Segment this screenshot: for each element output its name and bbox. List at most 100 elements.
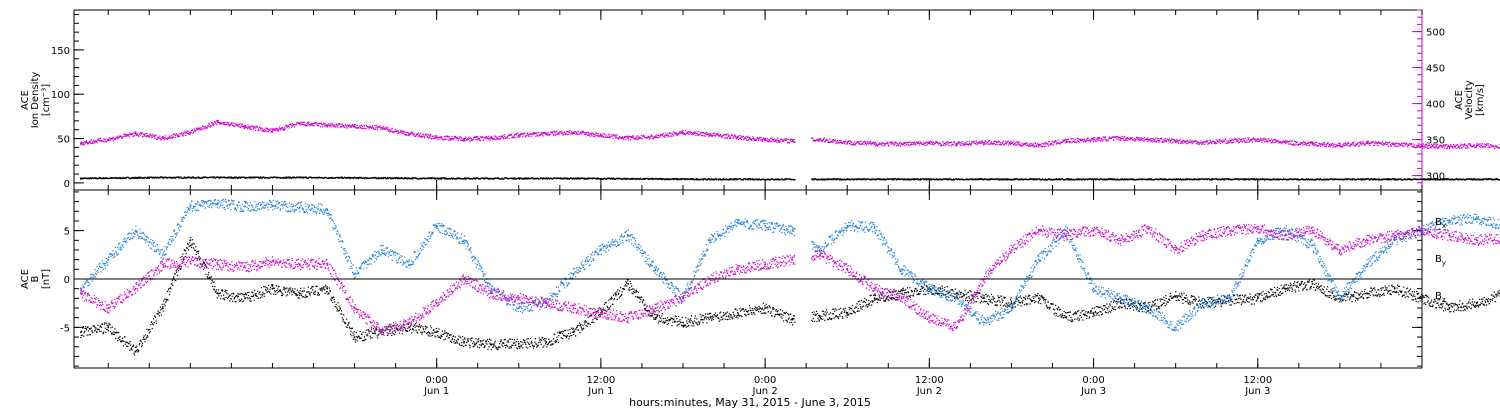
density-sample <box>234 177 237 179</box>
density-sample <box>235 176 238 178</box>
density-sample <box>1039 178 1041 180</box>
density-sample <box>712 179 714 181</box>
density-sample <box>976 179 978 181</box>
density-sample <box>713 179 716 181</box>
density-sample <box>1179 178 1181 181</box>
density-sample <box>1018 179 1020 181</box>
density-sample <box>1111 179 1113 181</box>
x-tick-date-label: Jun 2 <box>752 386 778 397</box>
density-sample <box>484 178 486 180</box>
density-sample <box>275 176 277 178</box>
bottom-left-tick-label: 0 <box>64 275 70 286</box>
density-sample <box>172 177 174 179</box>
density-sample <box>1232 178 1234 180</box>
density-sample <box>1223 179 1225 181</box>
density-sample <box>1004 178 1006 180</box>
density-sample <box>1276 178 1278 180</box>
density-sample <box>263 176 265 178</box>
density-sample <box>237 176 239 179</box>
density-sample <box>1243 178 1245 180</box>
density-sample <box>625 177 628 180</box>
density-sample <box>710 179 712 181</box>
density-sample <box>1067 179 1069 181</box>
density-sample <box>679 178 682 180</box>
density-sample <box>372 176 375 179</box>
density-sample <box>757 178 759 180</box>
density-sample <box>656 178 659 180</box>
density-sample <box>1244 179 1246 181</box>
density-sample <box>146 177 148 179</box>
top-panel-series <box>80 119 1500 181</box>
density-sample <box>912 178 914 180</box>
density-sample <box>307 177 309 179</box>
density-sample <box>159 177 161 179</box>
density-sample <box>584 178 586 180</box>
density-sample <box>686 178 688 181</box>
density-sample <box>871 179 873 181</box>
density-sample <box>642 177 644 180</box>
density-sample <box>302 176 304 178</box>
density-sample <box>1249 178 1252 181</box>
density-sample <box>1031 178 1034 180</box>
density-sample <box>606 178 608 180</box>
density-sample <box>1055 178 1057 180</box>
density-sample <box>1293 178 1295 181</box>
density-sample <box>1224 179 1226 181</box>
density-sample <box>384 176 387 179</box>
density-sample <box>211 176 214 178</box>
density-sample <box>423 177 425 179</box>
density-sample <box>1133 179 1135 181</box>
density-sample <box>348 176 351 178</box>
density-sample <box>352 177 354 179</box>
density-sample <box>1010 178 1013 180</box>
density-sample <box>88 178 90 180</box>
density-sample <box>1234 178 1236 181</box>
density-sample <box>569 177 571 180</box>
density-sample <box>587 177 589 180</box>
density-sample <box>616 177 618 179</box>
density-sample <box>468 177 470 179</box>
density-sample <box>1108 178 1110 181</box>
density-sample <box>1048 178 1050 180</box>
density-sample <box>114 176 116 179</box>
density-sample <box>400 177 402 179</box>
density-sample <box>145 177 147 179</box>
density-sample <box>382 178 385 180</box>
density-sample <box>871 178 873 180</box>
density-sample <box>1198 178 1200 180</box>
density-sample <box>988 178 990 180</box>
density-sample <box>632 177 634 179</box>
density-sample <box>1141 179 1143 181</box>
density-sample <box>439 177 441 179</box>
density-sample <box>609 177 611 179</box>
density-sample <box>161 176 163 178</box>
density-sample <box>998 178 1000 180</box>
density-sample <box>1269 179 1271 181</box>
density-sample <box>1004 179 1006 181</box>
density-sample <box>677 179 679 181</box>
density-sample <box>564 177 567 179</box>
density-sample <box>1124 178 1126 180</box>
density-sample <box>1261 178 1264 180</box>
density-sample <box>962 178 964 180</box>
density-sample <box>717 178 719 180</box>
density-sample <box>1110 178 1112 181</box>
density-sample <box>982 178 984 180</box>
density-sample <box>440 177 442 179</box>
density-sample <box>582 178 584 180</box>
density-sample <box>719 178 721 180</box>
density-sample <box>878 178 880 180</box>
x-tick-date-label: Jun 1 <box>587 386 613 397</box>
density-sample <box>260 176 262 178</box>
top-panel-frame <box>73 9 1423 191</box>
density-sample <box>836 178 838 180</box>
density-sample <box>403 178 405 180</box>
density-sample <box>636 177 638 179</box>
density-sample <box>1211 178 1213 180</box>
density-sample <box>1275 178 1277 180</box>
density-sample <box>901 178 903 181</box>
density-sample <box>599 178 602 180</box>
density-sample <box>747 179 749 181</box>
density-sample <box>213 176 216 178</box>
density-sample <box>1090 179 1093 181</box>
